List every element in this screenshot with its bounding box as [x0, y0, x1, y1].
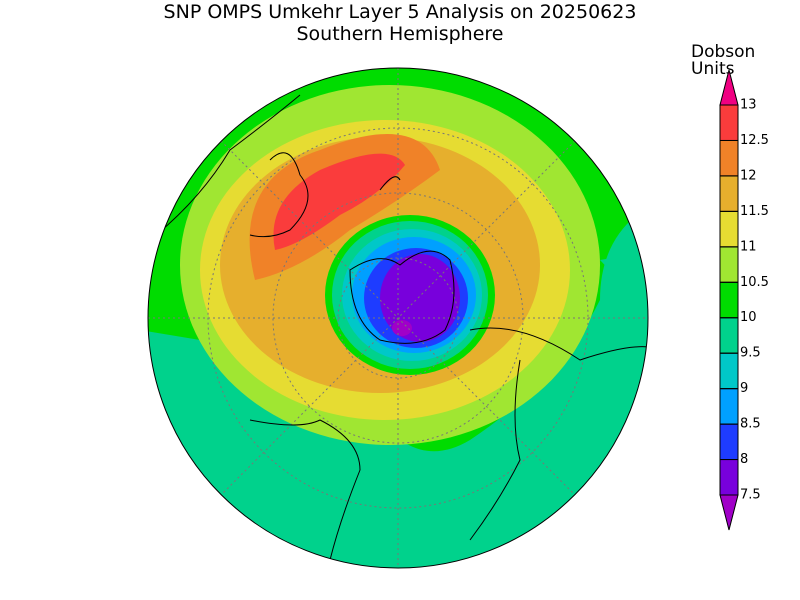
ozone-map: [148, 68, 648, 568]
colorbar-segment: [719, 281, 739, 319]
colorbar-segment: [719, 139, 739, 177]
colorbar-segment: [719, 352, 739, 390]
units-label: Units: [691, 59, 735, 79]
colorbar-extend-low: [719, 494, 739, 531]
colorbar-tick-label: 13: [740, 98, 757, 113]
colorbar-tick-label: 8: [740, 452, 748, 467]
colorbar-tick-label: 10: [740, 310, 757, 325]
subtitle: Southern Hemisphere: [296, 23, 503, 45]
colorbar-segment: [719, 104, 739, 141]
title: SNP OMPS Umkehr Layer 5 Analysis on 2025…: [164, 1, 637, 23]
colorbar-tick-label: 9: [740, 381, 748, 396]
colorbar-segment: [719, 317, 739, 354]
colorbar-segment: [719, 175, 739, 212]
colorbar-tick-label: 10.5: [740, 275, 769, 290]
colorbar-tick-label: 12: [740, 168, 757, 183]
colorbar-segment: [719, 388, 739, 425]
units-label: Dobson: [691, 42, 755, 62]
colorbar-segment: [719, 423, 739, 461]
colorbar-tick-label: 12.5: [740, 133, 769, 148]
colorbar-tick-label: 11.5: [740, 204, 769, 219]
colorbar-tick-label: 8.5: [740, 417, 761, 432]
colorbar-tick-label: 11: [740, 239, 757, 254]
colorbar-segment: [719, 246, 739, 283]
colorbar-segment: [719, 459, 739, 496]
colorbar-tick-label: 9.5: [740, 346, 761, 361]
colorbar-tick-label: 7.5: [740, 488, 761, 503]
colorbar-segment: [719, 210, 739, 248]
